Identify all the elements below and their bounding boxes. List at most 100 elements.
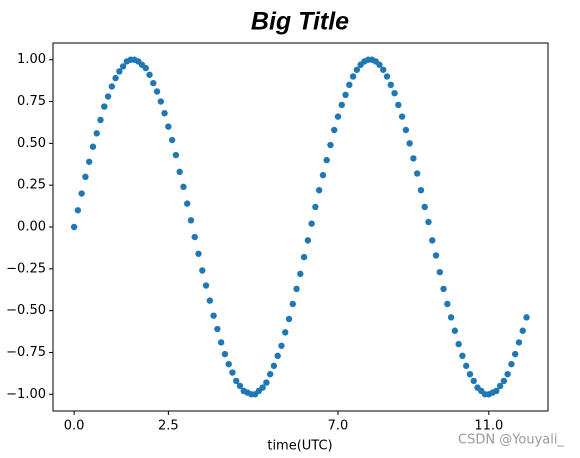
point <box>153 88 161 95</box>
point <box>346 81 353 89</box>
point <box>300 253 308 261</box>
point <box>293 285 300 293</box>
point <box>165 123 172 130</box>
point <box>78 190 85 197</box>
point <box>391 89 398 97</box>
y-tick-label: 0.00 <box>17 220 46 235</box>
point <box>380 66 387 73</box>
point <box>470 377 477 385</box>
point <box>221 350 229 358</box>
point <box>376 61 383 68</box>
point <box>266 371 274 378</box>
point <box>440 285 447 293</box>
point <box>108 83 116 90</box>
point <box>150 79 157 87</box>
point <box>493 387 500 395</box>
point <box>285 315 293 323</box>
point <box>85 158 93 165</box>
point <box>191 233 198 241</box>
point <box>349 73 357 80</box>
point <box>429 237 436 244</box>
point <box>308 220 315 227</box>
y-tick-label: 0.75 <box>17 94 46 109</box>
point <box>210 312 217 319</box>
point <box>184 200 191 207</box>
point <box>157 98 165 105</box>
point <box>327 141 334 149</box>
x-tick-label: 0.0 <box>64 419 85 434</box>
point <box>451 327 459 334</box>
plot-frame <box>52 42 549 412</box>
point <box>342 91 349 99</box>
point <box>421 203 428 211</box>
point <box>508 360 515 368</box>
point <box>425 218 432 226</box>
point <box>515 339 523 346</box>
chart-title: Big Title <box>251 8 349 36</box>
point <box>146 71 153 78</box>
point <box>236 382 244 390</box>
point <box>202 282 210 289</box>
point <box>319 171 327 179</box>
point <box>93 130 100 137</box>
point <box>278 342 285 349</box>
point <box>338 101 345 109</box>
point <box>89 143 97 150</box>
point <box>410 155 417 162</box>
point <box>180 183 187 191</box>
y-tick-label: −1.00 <box>6 387 46 402</box>
x-tick-label: 7.0 <box>328 419 349 434</box>
point <box>383 73 391 80</box>
point <box>263 379 270 386</box>
x-tick-label: 2.5 <box>158 419 179 434</box>
point <box>259 384 266 391</box>
point <box>331 126 338 134</box>
point <box>82 173 89 181</box>
point <box>406 140 413 147</box>
point <box>323 156 330 164</box>
point <box>289 300 296 308</box>
y-tick-label: 1.00 <box>17 52 46 67</box>
point <box>519 327 526 334</box>
point <box>119 63 127 70</box>
point <box>116 68 123 75</box>
point <box>229 369 236 376</box>
point <box>233 377 240 385</box>
point <box>523 314 530 321</box>
point <box>395 101 402 109</box>
x-axis-label: time(UTC) <box>267 439 332 454</box>
point <box>417 187 425 194</box>
point <box>353 66 361 73</box>
point <box>187 217 195 224</box>
point <box>172 151 180 159</box>
point <box>199 267 206 274</box>
point <box>459 352 466 359</box>
point <box>500 377 508 385</box>
watermark: CSDN @Youyali_ <box>458 433 564 448</box>
point <box>462 362 470 370</box>
point <box>496 382 504 390</box>
point <box>466 371 474 378</box>
point <box>217 339 225 346</box>
point <box>312 203 319 211</box>
point <box>432 252 440 259</box>
y-tick-label: 0.50 <box>17 136 46 151</box>
point <box>142 64 149 72</box>
point <box>270 362 278 370</box>
point <box>504 371 511 378</box>
point <box>297 270 304 278</box>
point <box>161 110 168 117</box>
point <box>74 207 82 214</box>
point <box>206 297 214 304</box>
point <box>168 136 176 144</box>
point <box>444 300 451 308</box>
y-tick-label: −0.50 <box>6 303 46 318</box>
point <box>104 93 112 100</box>
y-tick-label: 0.25 <box>17 178 46 193</box>
point <box>195 250 202 257</box>
point <box>447 314 455 321</box>
point <box>101 103 108 110</box>
point <box>282 329 289 336</box>
